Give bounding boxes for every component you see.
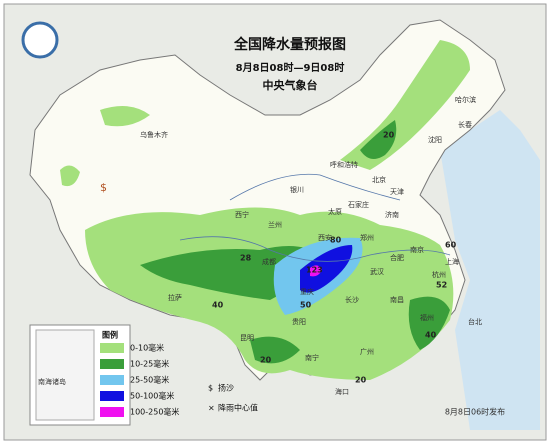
rain-50-100 (300, 245, 353, 293)
place: 北京 (372, 175, 386, 184)
place: 上海 (445, 257, 459, 266)
place: 南京 (410, 245, 424, 254)
center-value: 40 (425, 331, 437, 340)
place: 福州 (420, 313, 434, 322)
legend-title: 图例 (102, 330, 118, 340)
place: 郑州 (360, 234, 374, 242)
place: 西安 (318, 233, 332, 242)
center-values: 20 28 40 80 123 60 52 40 50 20 20 (212, 131, 457, 385)
place: 广州 (360, 347, 374, 356)
legend-swatch (100, 359, 124, 369)
place: 南昌 (390, 295, 404, 304)
river (179, 236, 451, 262)
rain-0-10 (100, 106, 150, 127)
center-value: 40 (212, 301, 224, 310)
rain-areas (60, 40, 470, 380)
rain-0-10 (340, 40, 470, 170)
sand-symbol: $ (100, 181, 107, 194)
place: 长春 (458, 120, 472, 129)
legend-items: 0-10毫米 10-25毫米 25-50毫米 50-100毫米 100-250毫米 (100, 343, 179, 417)
legend-label: 10-25毫米 (130, 359, 169, 369)
footer: 8月8日06时发布 (445, 407, 505, 417)
place: 济南 (385, 210, 399, 219)
legend-label: 50-100毫米 (130, 391, 174, 401)
center-value: 20 (355, 376, 367, 385)
center-value: 28 (240, 254, 252, 263)
center-value: 80 (330, 236, 342, 245)
title: 全国降水量预报图 (233, 36, 346, 53)
place-labels: 乌鲁木齐 拉萨 西宁 兰州 银川 呼和浩特 北京 天津 石家庄 太原 济南 郑州… (140, 95, 482, 396)
place: 杭州 (432, 270, 446, 279)
legend-label: 0-10毫米 (130, 343, 164, 353)
rain-0-10 (60, 165, 80, 187)
place: 银川 (290, 185, 304, 194)
agency: 中央气象台 (263, 78, 318, 92)
period: 8月8日08时—9日08时 (236, 61, 345, 74)
place: 海口 (335, 387, 349, 396)
place: 南宁 (305, 353, 319, 362)
rain-10-25 (360, 120, 397, 159)
center-value: 60 (445, 241, 457, 250)
place: 昆明 (240, 334, 254, 342)
center-symbol: × (208, 404, 215, 413)
logo (21, 21, 59, 59)
rivers (179, 173, 451, 262)
place: 哈尔滨 (455, 95, 476, 104)
place: 乌鲁木齐 (140, 130, 168, 139)
legend-label: 100-250毫米 (130, 407, 179, 417)
rain-10-25 (250, 336, 300, 364)
legend-label: 25-50毫米 (130, 375, 169, 385)
place: 西宁 (235, 210, 249, 219)
place: 台北 (468, 317, 482, 326)
place: 成都 (262, 257, 276, 266)
place: 长沙 (345, 295, 359, 304)
place: 太原 (328, 207, 342, 216)
place: 呼和浩特 (330, 160, 358, 169)
legend-swatch (100, 343, 124, 353)
center-value: 52 (436, 281, 447, 290)
center-value: 20 (383, 131, 395, 140)
inset-map (35, 329, 95, 421)
legend-swatch (100, 407, 124, 417)
legend-symbol-label: 扬沙 (218, 383, 234, 393)
legend-swatch (100, 375, 124, 385)
center-value: 123 (306, 266, 323, 275)
place: 重庆 (300, 287, 314, 296)
sea (440, 110, 540, 430)
place: 沈阳 (428, 135, 442, 144)
rain-100-250 (310, 265, 322, 277)
place: 兰州 (268, 220, 282, 229)
river (229, 173, 401, 201)
place: 武汉 (370, 267, 384, 276)
legend-swatch (100, 391, 124, 401)
place: 贵阳 (292, 317, 306, 326)
rain-10-25 (408, 296, 450, 350)
place: 合肥 (390, 253, 404, 262)
center-value: 50 (300, 301, 312, 310)
sand-symbol: $ (208, 384, 213, 393)
place: 石家庄 (348, 200, 369, 209)
place: 天津 (390, 188, 404, 196)
place: 拉萨 (168, 293, 182, 302)
inset-label: 南海诸岛 (38, 377, 66, 386)
legend-symbol-label: 降雨中心值 (218, 403, 258, 413)
center-value: 20 (260, 356, 272, 365)
